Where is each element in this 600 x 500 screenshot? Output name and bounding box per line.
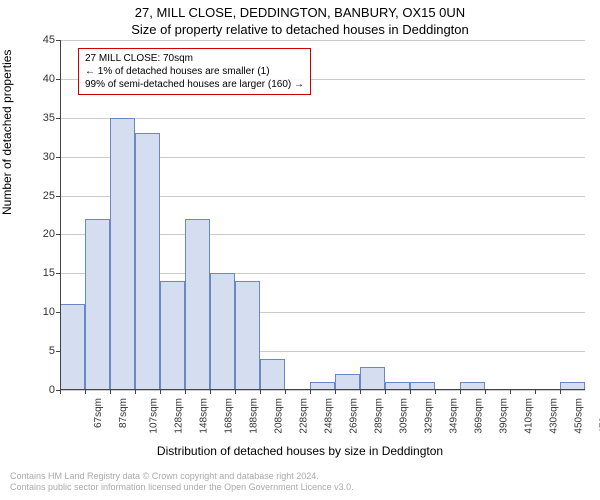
x-tick-label: 269sqm: [349, 398, 360, 434]
x-tick-label: 248sqm: [324, 398, 335, 434]
x-tick-label: 87sqm: [118, 398, 129, 428]
histogram-bar: [335, 374, 360, 390]
y-tick-mark: [56, 234, 60, 235]
x-tick-label: 369sqm: [474, 398, 485, 434]
y-axis-line: [60, 40, 61, 390]
y-tick-label: 15: [30, 267, 55, 279]
x-tick-mark: [560, 390, 561, 394]
x-tick-label: 188sqm: [249, 398, 260, 434]
y-tick-mark: [56, 79, 60, 80]
gridline-h: [60, 390, 585, 391]
x-tick-mark: [135, 390, 136, 394]
footer-line-1: Contains HM Land Registry data © Crown c…: [10, 471, 354, 483]
gridline-h: [60, 40, 585, 41]
y-tick-label: 0: [30, 384, 55, 396]
y-tick-mark: [56, 118, 60, 119]
x-tick-mark: [160, 390, 161, 394]
x-tick-mark: [510, 390, 511, 394]
x-tick-mark: [310, 390, 311, 394]
y-tick-mark: [56, 351, 60, 352]
y-tick-label: 10: [30, 306, 55, 318]
y-tick-label: 25: [30, 190, 55, 202]
x-axis-line: [60, 389, 585, 390]
x-tick-label: 450sqm: [574, 398, 585, 434]
y-tick-label: 45: [30, 34, 55, 46]
y-tick-mark: [56, 196, 60, 197]
x-axis-title: Distribution of detached houses by size …: [0, 444, 600, 458]
y-tick-label: 20: [30, 228, 55, 240]
x-tick-label: 67sqm: [93, 398, 104, 428]
annotation-box: 27 MILL CLOSE: 70sqm ← 1% of detached ho…: [78, 48, 311, 95]
footer-line-2: Contains public sector information licen…: [10, 482, 354, 494]
y-axis-title: Number of detached properties: [0, 50, 14, 215]
x-tick-label: 289sqm: [374, 398, 385, 434]
histogram-bar: [60, 304, 85, 390]
y-tick-mark: [56, 40, 60, 41]
y-tick-mark: [56, 312, 60, 313]
histogram-bar: [210, 273, 235, 390]
histogram-bar: [85, 219, 110, 390]
x-tick-label: 208sqm: [274, 398, 285, 434]
histogram-bar: [235, 281, 260, 390]
chart-title-main: 27, MILL CLOSE, DEDDINGTON, BANBURY, OX1…: [0, 5, 600, 20]
y-tick-label: 35: [30, 112, 55, 124]
x-tick-label: 349sqm: [449, 398, 460, 434]
x-tick-label: 148sqm: [199, 398, 210, 434]
histogram-bar: [110, 118, 135, 390]
x-tick-mark: [410, 390, 411, 394]
histogram-bar: [185, 219, 210, 390]
histogram-bar: [360, 367, 385, 390]
histogram-bar: [260, 359, 285, 390]
chart-container: 27, MILL CLOSE, DEDDINGTON, BANBURY, OX1…: [0, 0, 600, 500]
x-tick-mark: [235, 390, 236, 394]
y-tick-mark: [56, 157, 60, 158]
x-tick-mark: [185, 390, 186, 394]
x-tick-mark: [535, 390, 536, 394]
x-tick-mark: [260, 390, 261, 394]
x-tick-mark: [385, 390, 386, 394]
x-tick-mark: [435, 390, 436, 394]
y-tick-mark: [56, 273, 60, 274]
histogram-bar: [135, 133, 160, 390]
histogram-bar: [160, 281, 185, 390]
gridline-h: [60, 118, 585, 119]
footer-attribution: Contains HM Land Registry data © Crown c…: [10, 471, 354, 494]
x-tick-label: 309sqm: [399, 398, 410, 434]
x-tick-mark: [60, 390, 61, 394]
x-tick-mark: [285, 390, 286, 394]
annotation-line-1: 27 MILL CLOSE: 70sqm: [85, 52, 304, 65]
x-tick-label: 107sqm: [149, 398, 160, 434]
x-tick-label: 390sqm: [499, 398, 510, 434]
annotation-line-3: 99% of semi-detached houses are larger (…: [85, 78, 304, 91]
x-tick-mark: [460, 390, 461, 394]
annotation-line-2: ← 1% of detached houses are smaller (1): [85, 65, 304, 78]
x-tick-mark: [485, 390, 486, 394]
x-tick-mark: [110, 390, 111, 394]
x-tick-label: 410sqm: [524, 398, 535, 434]
x-tick-label: 168sqm: [224, 398, 235, 434]
y-tick-label: 5: [30, 345, 55, 357]
x-tick-label: 430sqm: [549, 398, 560, 434]
chart-title-sub: Size of property relative to detached ho…: [0, 22, 600, 37]
y-tick-label: 40: [30, 73, 55, 85]
x-tick-mark: [210, 390, 211, 394]
x-tick-label: 329sqm: [424, 398, 435, 434]
x-tick-label: 128sqm: [174, 398, 185, 434]
x-tick-mark: [85, 390, 86, 394]
y-tick-label: 30: [30, 151, 55, 163]
x-tick-label: 228sqm: [299, 398, 310, 434]
x-tick-mark: [335, 390, 336, 394]
x-tick-mark: [360, 390, 361, 394]
